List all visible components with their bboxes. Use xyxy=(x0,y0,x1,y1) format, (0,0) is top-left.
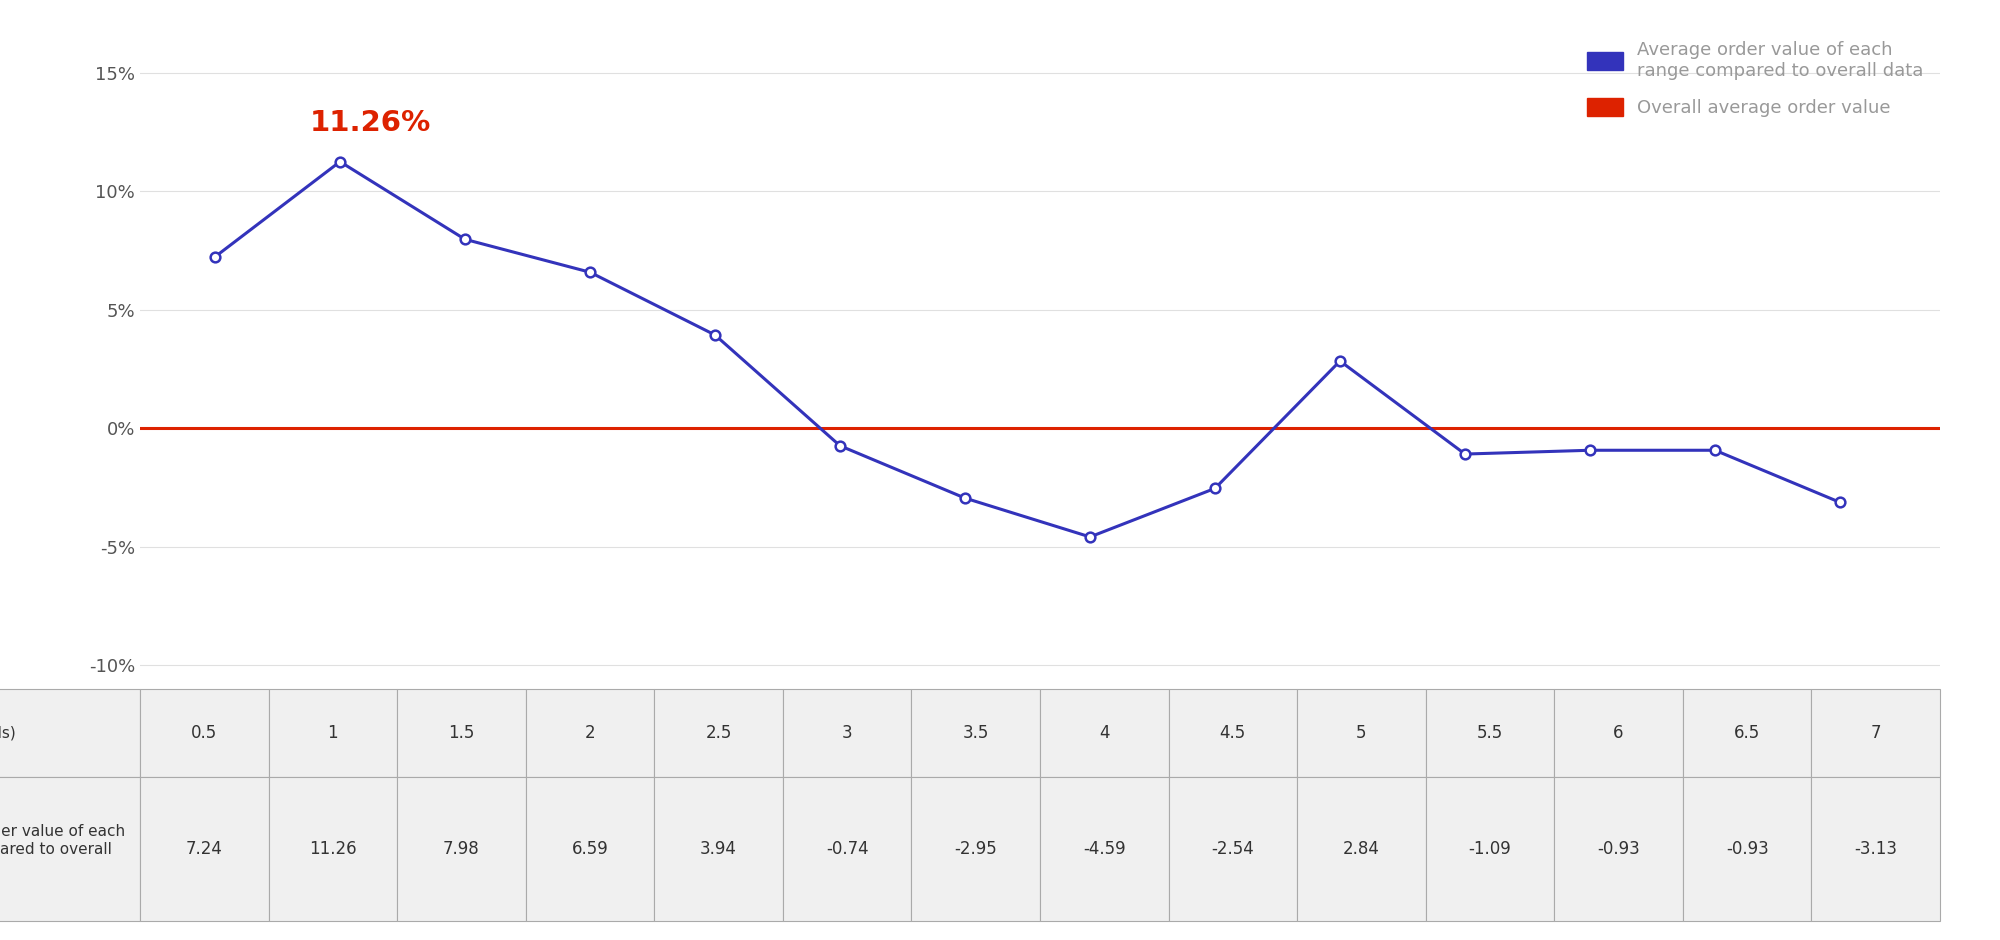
Legend: Average order value of each
range compared to overall data, Overall average orde: Average order value of each range compar… xyxy=(1580,34,1930,124)
Text: 11.26%: 11.26% xyxy=(310,109,432,137)
